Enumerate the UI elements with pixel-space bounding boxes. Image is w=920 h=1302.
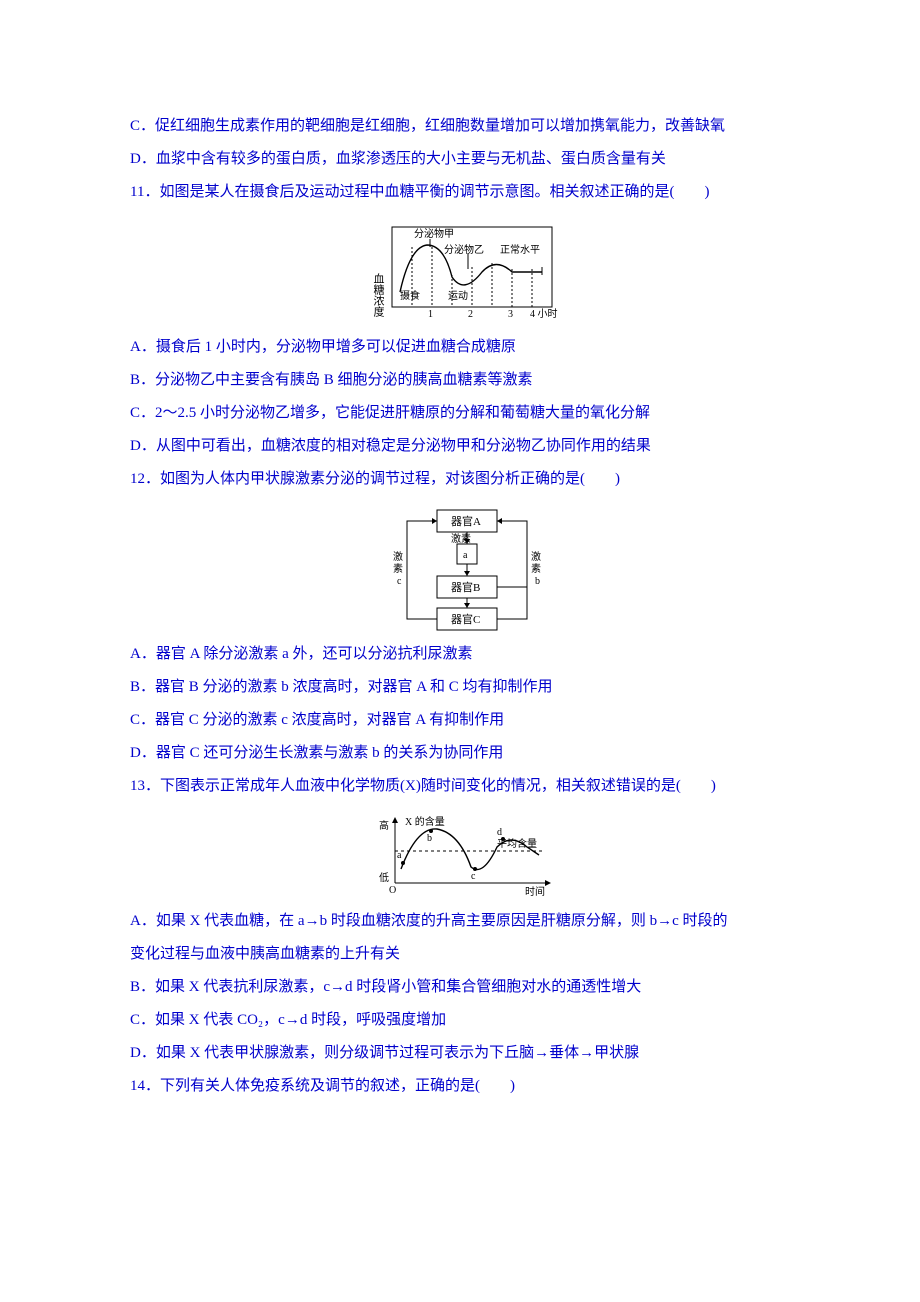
q12-figure: 器官A 激素 a 器官B 器官C 激 素 c 激 素 b — [130, 504, 804, 634]
q12-opt-a: A．器官 A 除分泌激素 a 外，还可以分泌抗利尿激素 — [130, 638, 804, 671]
box-c: 器官C — [451, 612, 480, 626]
svg-text:c: c — [397, 576, 402, 587]
annot-ex: 运动 — [448, 290, 468, 302]
svg-text:4 小时: 4 小时 — [530, 308, 558, 320]
svg-text:d: d — [497, 827, 502, 838]
box-a: 器官A — [451, 514, 481, 528]
svg-text:素: 素 — [393, 562, 403, 575]
y-axis-label: 血糖浓度 — [372, 272, 385, 318]
q13-opt-a-1: A．如果 X 代表血糖，在 a→b 时段血糖浓度的升高主要原因是肝糖原分解，则 … — [130, 905, 804, 938]
svg-text:素: 素 — [531, 562, 541, 575]
q13-figure: 高 低 X 的含量 平均含量 a b c d O 时间 — [130, 811, 804, 901]
q11-opt-b: B．分泌物乙中主要含有胰岛 B 细胞分泌的胰高血糖素等激素 — [130, 364, 804, 397]
svg-text:a: a — [397, 850, 402, 861]
svg-text:b: b — [535, 576, 540, 587]
annot-right: 正常水平 — [500, 243, 540, 256]
q14-stem: 14．下列有关人体免疫系统及调节的叙述，正确的是( ) — [130, 1070, 804, 1103]
q12-opt-d: D．器官 C 还可分泌生长激素与激素 b 的关系为协同作用 — [130, 737, 804, 770]
q13-opt-d: D．如果 X 代表甲状腺激素，则分级调节过程可表示为下丘脑→垂体→甲状腺 — [130, 1037, 804, 1070]
svg-text:b: b — [427, 833, 432, 844]
q11-opt-d: D．从图中可看出，血糖浓度的相对稳定是分泌物甲和分泌物乙协同作用的结果 — [130, 430, 804, 463]
annot-top: 分泌物甲 — [414, 227, 454, 240]
ylabel-lo: 低 — [379, 871, 389, 884]
annot-food: 摄食 — [400, 289, 420, 302]
label-c: 激 — [393, 550, 403, 563]
q10-opt-c: C．促红细胞生成素作用的靶细胞是红细胞，红细胞数量增加可以增加携氧能力，改善缺氧 — [130, 110, 804, 143]
origin: O — [389, 885, 396, 896]
q12-opt-c: C．器官 C 分泌的激素 c 浓度高时，对器官 A 有抑制作用 — [130, 704, 804, 737]
title: X 的含量 — [405, 815, 445, 828]
label-b: 激 — [531, 550, 541, 563]
q13-stem: 13．下图表示正常成年人血液中化学物质(X)随时间变化的情况，相关叙述错误的是(… — [130, 770, 804, 803]
q13-opt-b: B．如果 X 代表抗利尿激素，c→d 时段肾小管和集合管细胞对水的通透性增大 — [130, 971, 804, 1004]
q11-opt-a: A．摄食后 1 小时内，分泌物甲增多可以促进血糖合成糖原 — [130, 331, 804, 364]
q12-opt-b: B．器官 B 分泌的激素 b 浓度高时，对器官 A 和 C 均有抑制作用 — [130, 671, 804, 704]
q11-stem: 11．如图是某人在摄食后及运动过程中血糖平衡的调节示意图。相关叙述正确的是( ) — [130, 176, 804, 209]
svg-text:1: 1 — [428, 309, 433, 320]
svg-text:a: a — [463, 550, 468, 561]
q11-opt-c: C．2～2.5 小时分泌物乙增多，它能促进肝糖原的分解和葡萄糖大量的氧化分解 — [130, 397, 804, 430]
ylabel-hi: 高 — [379, 819, 389, 832]
annot-mid: 分泌物乙 — [444, 243, 484, 256]
q12-stem: 12．如图为人体内甲状腺激素分泌的调节过程，对该图分析正确的是( ) — [130, 463, 804, 496]
svg-text:c: c — [471, 871, 476, 882]
svg-text:3: 3 — [508, 309, 513, 320]
q13-opt-c: C．如果 X 代表 CO₂，c→d 时段，呼吸强度增加 — [130, 1004, 804, 1037]
label-a-top: 激素 — [451, 532, 471, 545]
xlabel: 时间 — [525, 885, 545, 898]
q10-opt-d: D．血浆中含有较多的蛋白质，血浆渗透压的大小主要与无机盐、蛋白质含量有关 — [130, 143, 804, 176]
svg-text:2: 2 — [468, 309, 473, 320]
q13-opt-a-2: 变化过程与血液中胰高血糖素的上升有关 — [130, 938, 804, 971]
q11-figure: 血糖浓度 分泌物甲 分泌物乙 正常水平 摄食 运动 1 2 3 4 小时 — [130, 217, 804, 327]
box-b: 器官B — [451, 580, 480, 594]
